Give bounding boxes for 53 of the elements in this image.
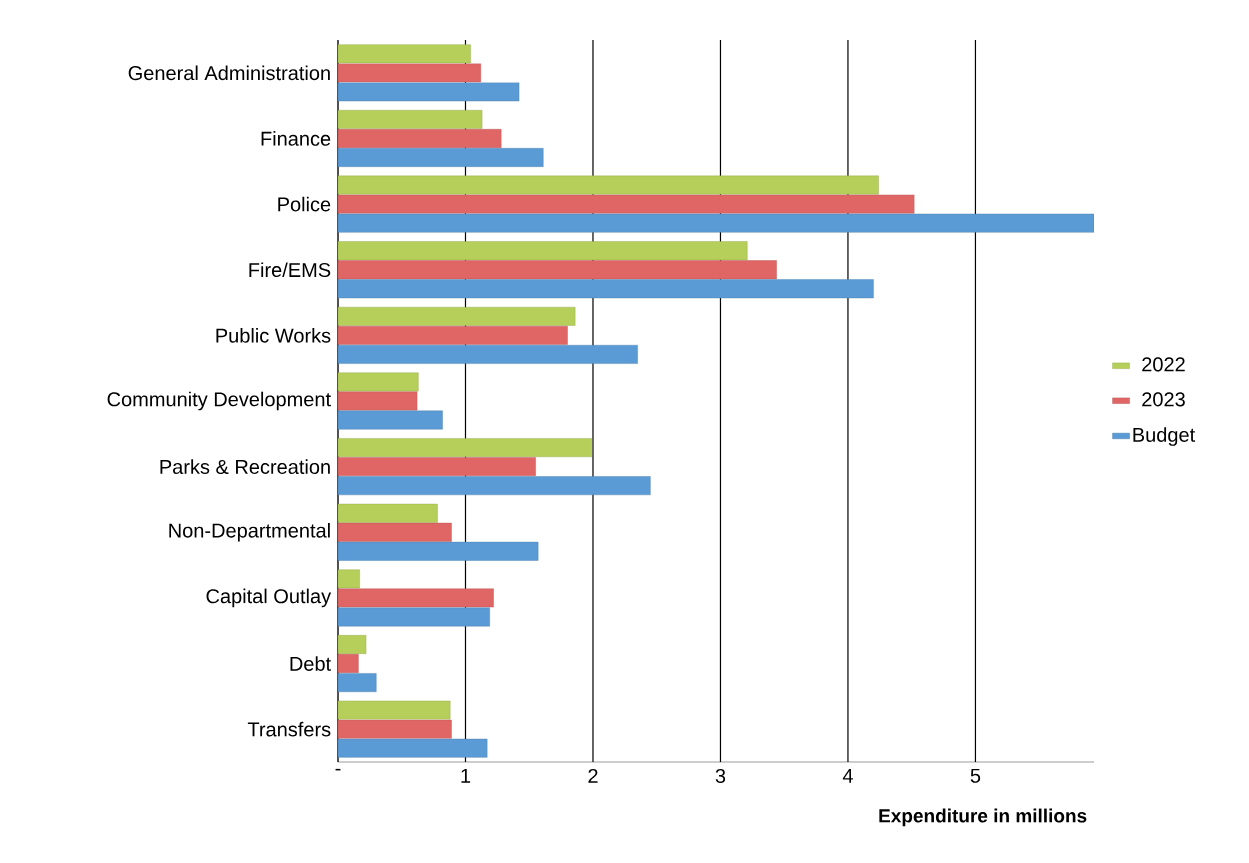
- bar: [338, 372, 419, 392]
- bar: [338, 738, 488, 758]
- bar: [338, 635, 367, 654]
- bar: [338, 325, 568, 345]
- y-tick-label: Finance: [261, 131, 331, 146]
- legend-label: 2022: [1142, 357, 1185, 372]
- bar: [338, 541, 539, 561]
- bar: [338, 241, 748, 261]
- bar: [338, 44, 471, 64]
- y-tick-label: General Administration: [128, 65, 330, 81]
- bar: [338, 607, 490, 627]
- y-tick-label: Transfers: [247, 721, 331, 737]
- bar: [338, 569, 360, 589]
- x-axis-title: Expenditure in millions: [879, 808, 1087, 827]
- bar: [338, 457, 536, 477]
- y-tick-label: Non-Departmental: [169, 522, 330, 542]
- bar: [338, 194, 915, 214]
- bar: [338, 673, 377, 692]
- y-tick-label: Public Works: [216, 328, 331, 343]
- bar: [338, 503, 438, 523]
- legend-label: Budget: [1133, 427, 1196, 446]
- bar: [338, 588, 494, 608]
- y-tick-label: Debt: [290, 656, 331, 671]
- bar: [338, 129, 502, 148]
- x-tick-label: 4: [842, 768, 853, 783]
- bar: [338, 476, 651, 496]
- x-tick-label: 5: [970, 768, 981, 783]
- bar: [338, 260, 777, 280]
- bar: [338, 522, 452, 542]
- x-tick-label: 3: [715, 768, 726, 784]
- bar: [338, 63, 481, 83]
- bar: [338, 391, 418, 411]
- y-tick-label: Capital Outlay: [206, 588, 332, 608]
- bar: [338, 719, 452, 739]
- x-tick-label: 2: [588, 768, 598, 783]
- bar: [338, 345, 638, 364]
- bar: [338, 306, 576, 326]
- bar: [338, 213, 1095, 233]
- bar: [338, 110, 483, 129]
- x-tick-label: -: [335, 768, 341, 771]
- bar: [338, 279, 874, 299]
- x-tick-label: 1: [461, 768, 471, 783]
- y-tick-label: Police: [278, 196, 331, 212]
- y-tick-label: Community Development: [107, 391, 331, 411]
- bar: [338, 175, 879, 195]
- legend-label: 2023: [1142, 392, 1185, 407]
- bar: [338, 438, 592, 457]
- y-tick-label: Fire/EMS: [249, 262, 331, 278]
- bar: [338, 82, 520, 102]
- y-tick-label: Parks & Recreation: [160, 459, 330, 474]
- bar: [338, 148, 544, 167]
- bar: [338, 700, 451, 720]
- bar: [338, 410, 443, 430]
